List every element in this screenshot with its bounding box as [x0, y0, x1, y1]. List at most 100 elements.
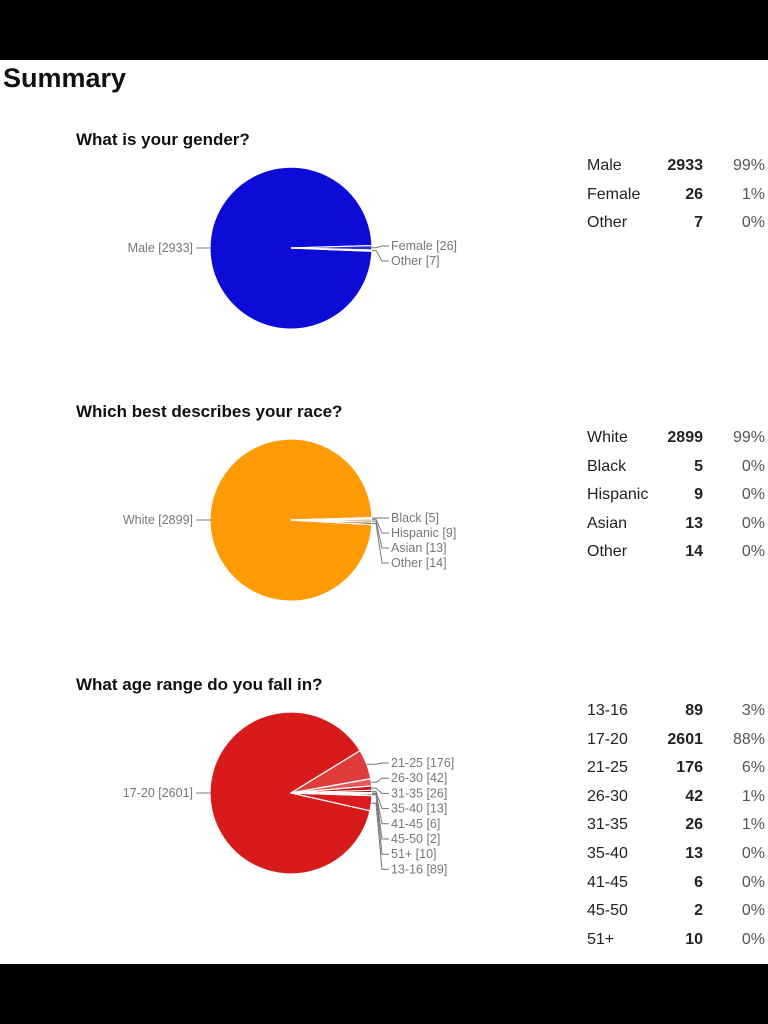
stats-count: 2933	[667, 157, 703, 174]
stats-count: 10	[685, 930, 703, 948]
callout-label-35-40: 35-40 [13]	[391, 802, 447, 816]
stats-table-gender: Male 2933 99% Female 26 1% Other 7 0%	[583, 152, 765, 238]
pie-chart-gender: Male [2933] Female [26]Other [7]	[128, 166, 457, 330]
summary-page: Summary What is your gender? Male [2933]…	[0, 60, 768, 964]
stats-percent: 0%	[741, 514, 765, 532]
stats-count: 26	[685, 816, 703, 834]
stats-category: 31-35	[587, 816, 628, 834]
stats-count: 89	[685, 702, 703, 719]
stats-row: Other 14 0%	[583, 538, 765, 567]
stats-row: 26-30 42 1%	[583, 783, 765, 812]
question-race: Which best describes your race? White [2…	[0, 402, 768, 672]
stats-percent: 0%	[741, 844, 765, 862]
stats-count: 6	[694, 873, 703, 891]
stats-row: Other 7 0%	[583, 209, 765, 238]
callout-label-17-20: 17-20 [2601]	[123, 786, 193, 800]
pie-slice-other	[290, 247, 373, 252]
stats-category: 17-20	[587, 730, 628, 748]
stats-category: Female	[587, 185, 641, 203]
pie-slice-51	[290, 792, 373, 797]
callout-label-41-45: 41-45 [6]	[391, 817, 440, 831]
stats-category: 45-50	[587, 902, 628, 920]
stats-percent: 3%	[741, 702, 765, 719]
stats-row: 41-45 6 0%	[583, 869, 765, 898]
stats-percent: 0%	[741, 486, 765, 504]
stats-count: 2	[694, 902, 703, 920]
callout-line	[372, 250, 389, 262]
stats-category: Other	[587, 214, 628, 232]
callout-label-other: Other [7]	[391, 254, 440, 268]
stats-count: 13	[685, 514, 703, 532]
stats-percent: 99%	[732, 429, 765, 446]
stats-category: Hispanic	[587, 486, 649, 504]
stats-count: 9	[694, 486, 703, 504]
question-age: What age range do you fall in? 17-20 [26…	[0, 675, 768, 948]
stats-row: 21-25 176 6%	[583, 754, 765, 783]
stats-count: 5	[694, 457, 703, 475]
callout-line	[372, 790, 389, 810]
stats-count: 2899	[667, 429, 703, 446]
stats-table-race: White 2899 99% Black 5 0% Hispanic 9 0% Asian 13 0%…	[583, 424, 765, 567]
stats-category: Black	[587, 457, 627, 475]
question-title: What is your gender?	[76, 130, 250, 149]
callout-label-31-35: 31-35 [26]	[391, 786, 447, 800]
callout-line	[371, 523, 389, 564]
stats-row: 17-20 2601 88%	[583, 726, 765, 755]
pie-chart-age: 17-20 [2601] 21-25 [176]26-30 [42]31-35 […	[123, 711, 454, 876]
stats-category: Male	[587, 157, 622, 174]
stats-count: 13	[685, 844, 703, 862]
stats-count: 176	[676, 759, 703, 777]
stats-percent: 0%	[741, 930, 765, 948]
callout-label-black: Black [5]	[391, 511, 439, 525]
callout-line	[371, 802, 389, 870]
stats-count: 26	[685, 185, 703, 203]
pie-slice-17-20	[209, 711, 371, 875]
stats-category: 41-45	[587, 873, 628, 891]
stats-percent: 1%	[741, 816, 765, 834]
stats-count: 42	[685, 787, 703, 805]
stats-category: 21-25	[587, 759, 628, 777]
callout-line	[371, 777, 389, 783]
callout-line	[372, 792, 389, 825]
pie-chart-race: White [2899] Black [5]Hispanic [9]Asian […	[123, 438, 456, 602]
callout-label-26-30: 26-30 [42]	[391, 771, 447, 785]
stats-row: Hispanic 9 0%	[583, 481, 765, 510]
stats-percent: 1%	[741, 787, 765, 805]
stats-category: 51+	[587, 930, 615, 948]
stats-row: 45-50 2 0%	[583, 897, 765, 926]
stats-percent: 0%	[741, 543, 765, 561]
stats-row: 35-40 13 0%	[583, 840, 765, 869]
callout-label-asian: Asian [13]	[391, 541, 447, 555]
stats-percent: 6%	[741, 759, 765, 777]
stats-category: White	[587, 429, 628, 446]
stats-percent: 1%	[741, 185, 765, 203]
callout-line	[372, 793, 389, 840]
stats-row: Black 5 0%	[583, 453, 765, 482]
stats-percent: 0%	[741, 457, 765, 475]
callout-label-hispanic: Hispanic [9]	[391, 526, 456, 540]
callout-line	[366, 762, 389, 765]
stats-category: Asian	[587, 514, 628, 532]
callout-line	[371, 787, 389, 794]
stats-percent: 0%	[741, 902, 765, 920]
stats-count: 14	[685, 543, 703, 561]
stats-category: Other	[587, 543, 628, 561]
stats-row: Male 2933 99%	[583, 152, 765, 181]
stats-category: 35-40	[587, 844, 628, 862]
question-title: Which best describes your race?	[76, 402, 343, 421]
callout-label-male: Male [2933]	[128, 241, 193, 255]
callout-label-21-25: 21-25 [176]	[391, 756, 454, 770]
callout-label-female: Female [26]	[391, 239, 457, 253]
stats-row: White 2899 99%	[583, 424, 765, 453]
stats-category: 13-16	[587, 702, 628, 719]
callout-line	[372, 245, 389, 249]
stats-count: 7	[694, 214, 703, 232]
stats-row: Asian 13 0%	[583, 510, 765, 539]
stats-percent: 99%	[732, 157, 765, 174]
stats-percent: 0%	[741, 873, 765, 891]
page-title: Summary	[3, 63, 127, 93]
callout-label-51: 51+ [10]	[391, 847, 437, 861]
stats-row: 13-16 89 3%	[583, 697, 765, 726]
callout-line	[372, 794, 389, 855]
stats-row: 51+ 10 0%	[583, 926, 765, 955]
